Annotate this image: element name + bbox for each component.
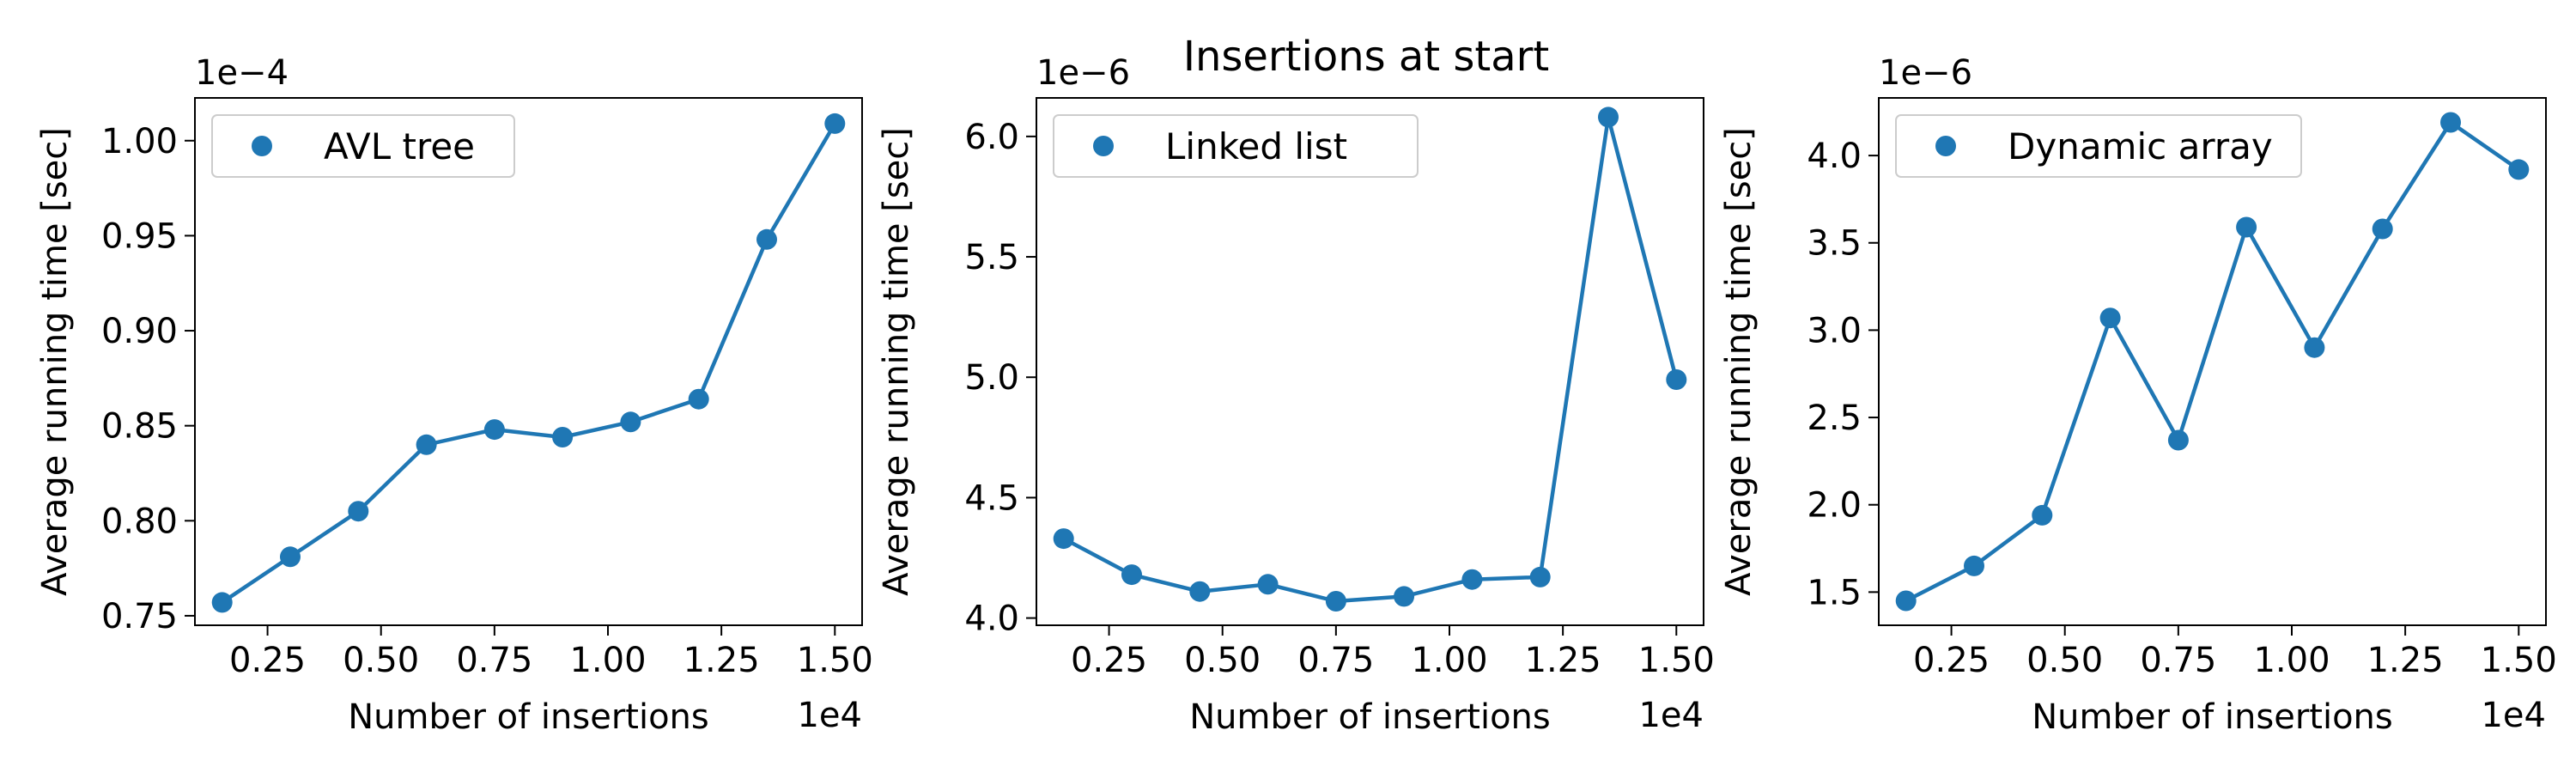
x-tick-label: 0.25: [1913, 641, 1990, 680]
y-tick-label: 2.5: [1807, 399, 1862, 438]
x-offset-text: 1e4: [1638, 696, 1704, 735]
x-axis-label: Number of insertions: [1189, 697, 1551, 737]
data-point: [2440, 112, 2461, 133]
data-point: [1325, 591, 1346, 612]
data-point: [483, 419, 505, 441]
data-point: [1529, 566, 1551, 587]
y-tick-label: 0.75: [101, 597, 178, 636]
legend-label: AVL tree: [324, 125, 475, 167]
axes-frame: [1878, 97, 2547, 626]
series-line: [1905, 120, 2520, 603]
y-offset-text: 1e−4: [195, 53, 289, 93]
legend-marker: [1093, 136, 1114, 156]
y-tick-label: 5.0: [964, 358, 1019, 398]
data-point: [280, 546, 301, 568]
y-tick-label: 0.80: [101, 502, 178, 541]
data-point: [1666, 369, 1687, 390]
legend-box: [211, 114, 515, 178]
y-tick-label: 1.00: [101, 122, 178, 161]
chart-panel-1: 0.25 0.50 0.75 1.00 1.25 1.50 0.75 0.80 0.85 0.90…: [35, 53, 873, 737]
y-tick-label: 3.0: [1807, 311, 1862, 350]
y-tick-label: 4.0: [964, 600, 1019, 639]
y-tick-label: 0.90: [101, 312, 178, 351]
data-point: [2304, 337, 2325, 358]
data-point: [1121, 564, 1142, 586]
legend-marker: [1935, 136, 1956, 156]
legend-label: Dynamic array: [2008, 125, 2273, 167]
x-axis-label: Number of insertions: [2032, 697, 2393, 737]
axes-frame: [1036, 97, 1704, 626]
data-point: [552, 427, 574, 447]
legend-box: [1053, 114, 1419, 178]
data-point: [1189, 581, 1211, 602]
y-tick-label: 5.5: [964, 238, 1019, 277]
series-line: [221, 122, 837, 605]
data-point: [1461, 569, 1483, 590]
x-offset-text: 1e4: [797, 696, 862, 735]
figure-title: Insertions at start: [1183, 33, 1549, 81]
y-tick-label: 4.5: [964, 478, 1019, 518]
data-point: [620, 411, 641, 433]
y-tick-label: 2.0: [1807, 486, 1862, 526]
x-tick-label: 1.50: [797, 641, 873, 680]
legend-label: Linked list: [1165, 125, 1347, 167]
data-point: [2032, 504, 2053, 526]
x-axis-label: Number of insertions: [348, 697, 709, 737]
y-tick-label: 6.0: [964, 118, 1019, 157]
data-point: [1895, 590, 1917, 612]
data-point: [348, 501, 369, 522]
x-tick-label: 0.50: [1184, 641, 1261, 680]
data-point: [824, 113, 846, 134]
legend-box: [1895, 114, 2302, 178]
data-point: [756, 228, 777, 250]
data-point: [2236, 216, 2257, 238]
data-point: [2508, 159, 2530, 180]
y-axis-label: Average running time [sec]: [1719, 127, 1759, 596]
y-offset-text: 1e−6: [1036, 53, 1130, 93]
x-tick-label: 1.50: [1638, 641, 1715, 680]
data-point: [211, 592, 233, 613]
y-tick-label: 3.5: [1807, 224, 1862, 264]
x-tick-label: 1.00: [569, 641, 646, 680]
data-point: [1053, 528, 1074, 550]
chart-panels: 0.25 0.50 0.75 1.00 1.25 1.50 0.75 0.80 0.85 0.90…: [35, 53, 2557, 737]
x-tick-label: 0.25: [1071, 641, 1147, 680]
x-tick-label: 1.50: [2481, 641, 2557, 680]
legend-marker: [252, 136, 272, 156]
x-tick-label: 0.25: [229, 641, 306, 680]
chart-panel-2: 0.25 0.50 0.75 1.00 1.25 1.50 4.0 4.5 5.0 5.5 6.0 N…: [877, 53, 1715, 737]
x-offset-text: 1e4: [2481, 696, 2546, 735]
data-point: [1964, 555, 1984, 576]
x-tick-label: 0.50: [2026, 641, 2103, 680]
x-tick-label: 0.75: [2140, 641, 2216, 680]
x-tick-label: 1.25: [683, 641, 760, 680]
axes-frame: [194, 97, 863, 626]
chart-panel-3: 0.25 0.50 0.75 1.00 1.25 1.50 1.5 2.0 2.5 3.0 3.5 4…: [1719, 53, 2557, 737]
x-tick-label: 1.00: [2253, 641, 2330, 680]
x-tick-label: 1.25: [2367, 641, 2444, 680]
x-tick-label: 0.75: [456, 641, 532, 680]
x-tick-label: 1.00: [1411, 641, 1487, 680]
data-point: [688, 388, 709, 410]
x-tick-label: 0.50: [343, 641, 419, 680]
series-line: [1062, 115, 1679, 604]
data-point: [2099, 307, 2121, 329]
y-axis-label: Average running time [sec]: [877, 127, 916, 596]
data-point: [2372, 218, 2393, 240]
y-offset-text: 1e−6: [1879, 53, 1972, 93]
y-axis-label: Average running time [sec]: [35, 127, 75, 596]
y-tick-label: 0.85: [101, 407, 178, 447]
y-tick-label: 1.5: [1807, 573, 1862, 612]
data-point: [1598, 107, 1619, 128]
data-point: [2167, 429, 2189, 451]
x-tick-label: 1.25: [1525, 641, 1601, 680]
data-point: [1394, 586, 1415, 607]
y-tick-label: 0.95: [101, 216, 178, 256]
y-tick-label: 4.0: [1807, 137, 1862, 176]
data-point: [1257, 574, 1279, 595]
data-point: [416, 434, 437, 455]
x-tick-label: 0.75: [1297, 641, 1374, 680]
